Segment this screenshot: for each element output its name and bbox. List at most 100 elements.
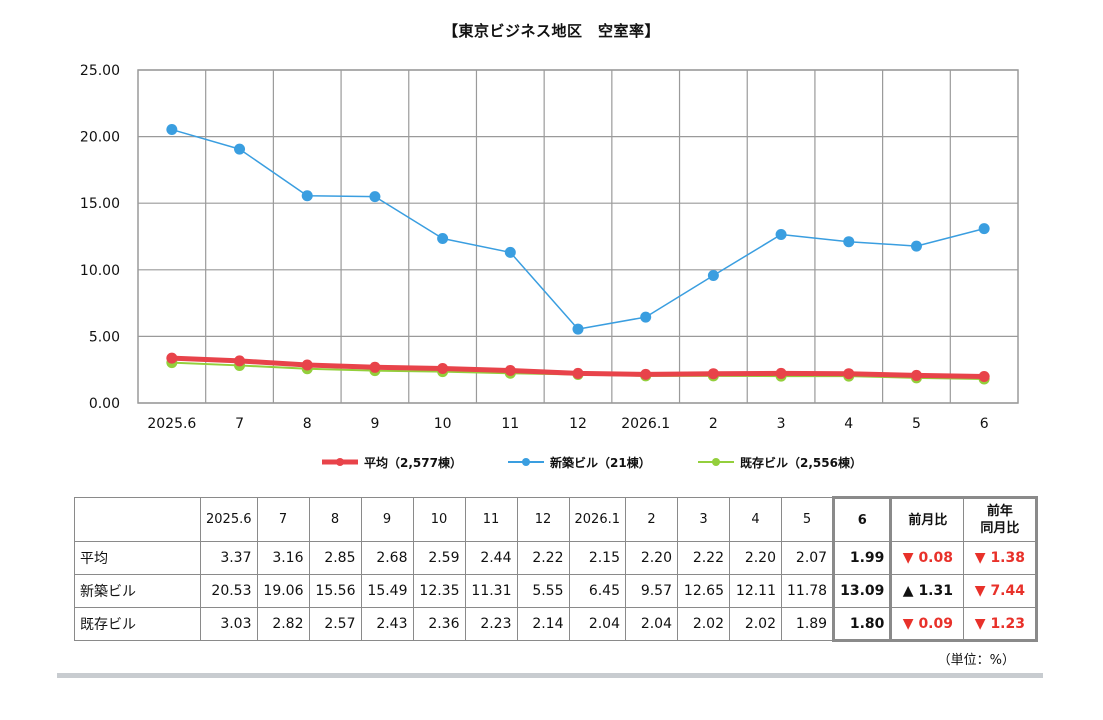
y-tick-label: 10.00 — [80, 263, 120, 279]
chart-title: 【東京ビジネス地区 空室率】 — [442, 22, 660, 40]
mom-cell: ▼ 0.08 — [890, 541, 965, 575]
series-point-0 — [978, 370, 990, 382]
table-cell: 2.02 — [729, 607, 782, 641]
legend-entry-2: 既存ビル（2,556棟） — [740, 455, 862, 470]
table-cell: 20.53 — [200, 574, 258, 608]
x-tick-label: 7 — [235, 416, 244, 432]
table-cell: 5.55 — [516, 574, 570, 608]
yoy-cell: ▼ 1.38 — [963, 541, 1039, 575]
series-point-1 — [301, 190, 313, 202]
series-point-1 — [369, 191, 381, 203]
legend-entry-1: 新築ビル（21棟） — [550, 455, 651, 470]
table-header-cell: 2 — [625, 497, 678, 542]
table-cell: 3.37 — [200, 541, 258, 575]
series-point-0 — [301, 359, 313, 371]
yoy-header-line2: 同月比 — [980, 521, 1020, 536]
x-tick-label: 6 — [980, 416, 989, 432]
table-cell: 2.20 — [729, 541, 782, 575]
y-tick-label: 5.00 — [89, 329, 120, 345]
y-tick-label: 20.00 — [80, 130, 120, 146]
legend-marker-0 — [336, 458, 344, 466]
x-tick-label: 5 — [912, 416, 921, 432]
table-cell: 2.04 — [568, 607, 626, 641]
series-point-1 — [910, 240, 922, 252]
mom-cell: ▲ 1.31 — [890, 574, 965, 608]
table-corner-cell — [74, 497, 201, 542]
table-row: 平均 3.37 3.16 2.85 2.68 2.59 2.44 2.22 2.15 2.20 2.… — [74, 541, 1039, 575]
table-cell: 2.02 — [677, 607, 730, 641]
series-point-1 — [572, 323, 584, 335]
table-cell: 3.03 — [200, 607, 258, 641]
table-cell: 6.45 — [568, 574, 626, 608]
series-point-0 — [640, 368, 652, 380]
table-cell: 1.89 — [780, 607, 835, 641]
table-cell: 13.09 — [832, 574, 893, 608]
series-point-1 — [437, 232, 449, 244]
legend-marker-2 — [712, 458, 720, 466]
series-point-1 — [775, 229, 787, 241]
table-row-label: 新築ビル — [74, 574, 201, 608]
table-cell: 1.80 — [832, 607, 893, 642]
series-point-0 — [166, 352, 178, 364]
x-tick-label: 12 — [569, 416, 587, 432]
table-cell: 2.22 — [516, 541, 570, 575]
x-tick-label: 8 — [303, 416, 312, 432]
table-cell: 12.11 — [729, 574, 782, 608]
table-header-cell: 9 — [360, 497, 414, 542]
table-header-cell: 2026.1 — [568, 497, 626, 542]
x-tick-label: 2026.1 — [621, 416, 670, 432]
series-point-0 — [572, 367, 584, 379]
yoy-cell: ▼ 1.23 — [963, 607, 1039, 642]
table-cell: 2.23 — [464, 607, 518, 641]
mom-header: 前月比 — [890, 496, 965, 542]
table-cell: 19.06 — [256, 574, 310, 608]
table-cell: 2.15 — [568, 541, 626, 575]
mom-cell: ▼ 0.09 — [890, 607, 965, 642]
x-tick-label: 2025.6 — [147, 416, 196, 432]
table-cell: 2.14 — [516, 607, 570, 641]
series-point-1 — [978, 223, 990, 235]
series-point-1 — [843, 236, 855, 248]
yoy-cell: ▼ 7.44 — [963, 574, 1039, 608]
legend-entry-0: 平均（2,577棟） — [364, 455, 462, 470]
table-cell: 15.49 — [360, 574, 414, 608]
table-cell: 2.59 — [412, 541, 466, 575]
table-header-cell: 12 — [516, 497, 570, 542]
legend-marker-1 — [522, 458, 530, 466]
table-header-cell: 11 — [464, 497, 518, 542]
unit-note: （単位：%） — [937, 653, 1015, 668]
table-header-cell: 7 — [256, 497, 310, 542]
footer-divider — [57, 673, 1043, 678]
table-header-cell: 5 — [780, 497, 835, 542]
series-point-0 — [707, 368, 719, 380]
table-cell: 2.36 — [412, 607, 466, 641]
table-row: 新築ビル 20.53 19.06 15.56 15.49 12.35 11.31 5.55 6.… — [74, 574, 1039, 608]
table-cell: 2.20 — [625, 541, 678, 575]
table-header-cell: 10 — [412, 497, 466, 542]
table-cell: 2.44 — [464, 541, 518, 575]
table-cell: 2.57 — [308, 607, 362, 641]
line-chart: 0.00 5.00 10.00 15.00 20.00 25.00 2025.6 7 8 9 10 1… — [80, 63, 1019, 470]
series-point-0 — [504, 364, 516, 376]
table-header-cell: 6 — [832, 496, 893, 542]
y-tick-label: 15.00 — [80, 196, 120, 212]
data-table: 2025.6 7 8 9 10 11 12 2026.1 2 3 4 5 6 前月比 前年 同月比 平均 3.37… — [74, 496, 1039, 642]
plot-frame — [137, 69, 1019, 404]
series-point-0 — [234, 355, 246, 367]
table-cell: 2.07 — [780, 541, 835, 575]
table-header-cell: 2025.6 — [200, 497, 258, 542]
table-cell: 3.16 — [256, 541, 310, 575]
yoy-header: 前年 同月比 — [963, 496, 1039, 542]
x-tick-label: 10 — [434, 416, 452, 432]
table-header-cell: 8 — [308, 497, 362, 542]
table-cell: 11.78 — [780, 574, 835, 608]
table-cell: 2.68 — [360, 541, 414, 575]
y-tick-label: 25.00 — [80, 63, 120, 79]
table-header-cell: 3 — [677, 497, 730, 542]
series-point-0 — [910, 369, 922, 381]
x-tick-label: 3 — [777, 416, 786, 432]
series-point-0 — [369, 361, 381, 373]
table-cell: 1.99 — [832, 541, 893, 575]
table-cell: 2.82 — [256, 607, 310, 641]
series-point-1 — [504, 246, 516, 258]
